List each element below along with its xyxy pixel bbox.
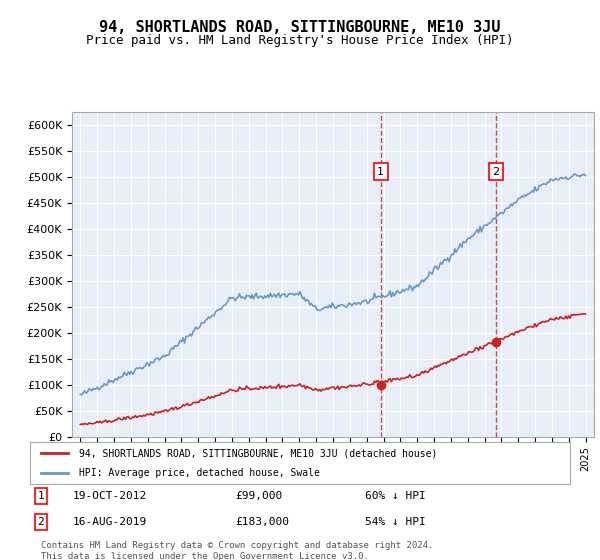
Text: 94, SHORTLANDS ROAD, SITTINGBOURNE, ME10 3JU: 94, SHORTLANDS ROAD, SITTINGBOURNE, ME10…	[99, 20, 501, 35]
Text: 19-OCT-2012: 19-OCT-2012	[73, 491, 148, 501]
Text: 2: 2	[492, 167, 499, 177]
Text: £183,000: £183,000	[235, 517, 289, 527]
Text: 1: 1	[37, 491, 44, 501]
Text: 2: 2	[37, 517, 44, 527]
Text: £99,000: £99,000	[235, 491, 283, 501]
Text: HPI: Average price, detached house, Swale: HPI: Average price, detached house, Swal…	[79, 469, 319, 478]
Text: 54% ↓ HPI: 54% ↓ HPI	[365, 517, 425, 527]
Text: Contains HM Land Registry data © Crown copyright and database right 2024.
This d: Contains HM Land Registry data © Crown c…	[41, 541, 433, 560]
Text: 16-AUG-2019: 16-AUG-2019	[73, 517, 148, 527]
Text: 94, SHORTLANDS ROAD, SITTINGBOURNE, ME10 3JU (detached house): 94, SHORTLANDS ROAD, SITTINGBOURNE, ME10…	[79, 449, 437, 459]
Text: 60% ↓ HPI: 60% ↓ HPI	[365, 491, 425, 501]
Text: 1: 1	[377, 167, 384, 177]
Text: Price paid vs. HM Land Registry's House Price Index (HPI): Price paid vs. HM Land Registry's House …	[86, 34, 514, 46]
